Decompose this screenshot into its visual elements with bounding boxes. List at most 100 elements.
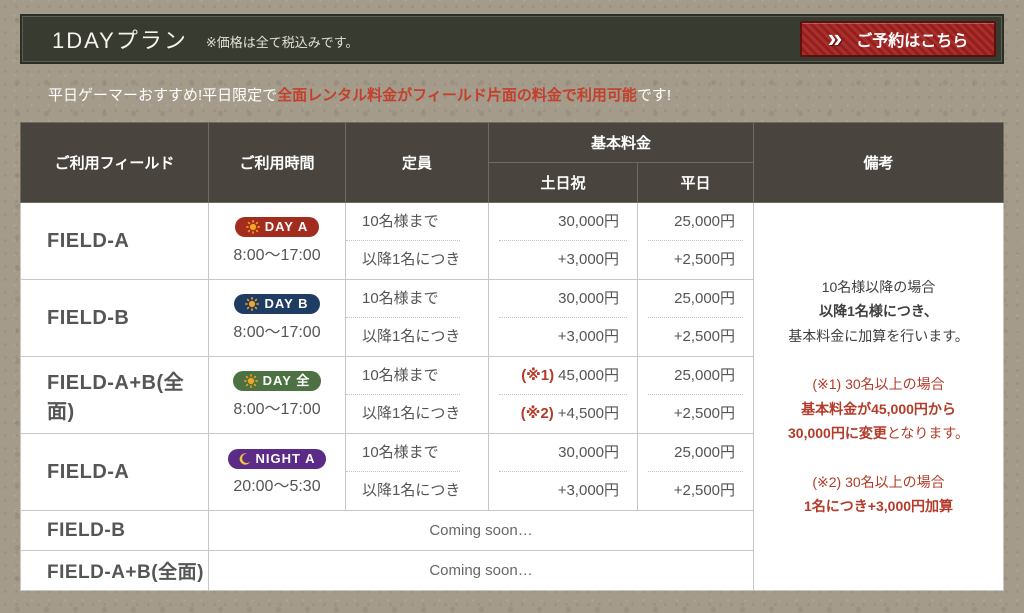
table-row-field-a-day: FIELD-A DAY A 8:00〜17:00 10名様まで 以降1名につき … — [20, 202, 1005, 591]
capacity-cell: 10名様まで 以降1名につき — [345, 279, 489, 357]
weekday-extra-price: +2,500円 — [673, 482, 736, 499]
remarks-line: 30,000円に変更となります。 — [754, 421, 1003, 446]
weekday-extra-price: +2,500円 — [673, 328, 736, 345]
time-range: 8:00〜17:00 — [233, 247, 321, 264]
remarks-line: 基本料金が45,000円から — [801, 400, 956, 417]
weekend-base-price: 30,000円 — [499, 203, 627, 241]
remarks-note-1: (※1) 30名以上の場合 基本料金が45,000円から 30,000円に変更と… — [754, 372, 1003, 446]
col-header-base-fee: 基本料金 — [487, 122, 755, 163]
weekend-price-cell: 30,000円 +3,000円 — [488, 279, 638, 357]
tax-note: ※価格は全て税込みです。 — [205, 34, 359, 50]
remarks-line: (※1) 30名以上の場合 — [812, 376, 945, 392]
badge-label: DAY A — [264, 219, 309, 234]
field-name: FIELD-A — [20, 202, 209, 280]
ref-mark-2: (※2) — [520, 405, 554, 422]
time-range: 8:00〜17:00 — [233, 401, 321, 418]
weekday-extra-price: +2,500円 — [673, 405, 736, 422]
sun-icon — [245, 220, 260, 234]
capacity-line-1: 10名様まで — [346, 203, 460, 241]
promo-highlight: 全面レンタル料金がフィールド片面の料金で利用可能 — [277, 87, 637, 104]
remarks-line: 以降1名様につき、 — [819, 303, 938, 319]
capacity-cell: 10名様まで 以降1名につき — [345, 202, 489, 280]
col-header-field: ご利用フィールド — [20, 122, 209, 203]
capacity-line-2: 以降1名につき — [362, 482, 461, 499]
table-row-field-a-night: FIELD-A NIGHT A 20:00〜5:30 10名様まで 以降1名につ… — [20, 433, 1004, 511]
time-badge: DAY B — [234, 294, 320, 314]
remarks-line: 基本料金に加算を行います。 — [788, 327, 969, 344]
plan-title: 1DAYプラン — [52, 28, 188, 53]
weekend-price-cell: 30,000円 +3,000円 — [488, 202, 638, 280]
remarks-line: 1名につき+3,000円加算 — [804, 498, 954, 514]
weekend-price-cell: (※1) 45,000円 (※2) +4,500円 — [488, 356, 638, 434]
badge-label: NIGHT A — [255, 450, 316, 466]
weekday-price-cell: 25,000円 +2,500円 — [636, 279, 755, 357]
table-header: ご利用フィールド ご利用時間 定員 基本料金 備考 土日祝 平日 — [20, 122, 1005, 203]
promo-text-start: 平日ゲーマーおすすめ!平日限定で — [48, 87, 278, 104]
weekday-base-price: 25,000円 — [648, 434, 744, 472]
time-cell: DAY A 8:00〜17:00 — [208, 202, 346, 280]
col-header-time: ご利用時間 — [208, 122, 346, 203]
table-row-field-ab-day: FIELD-A+B(全面) DAY 全 8:00〜17:00 10名様まで 以降… — [20, 356, 1004, 434]
capacity-line-1: 10名様まで — [346, 280, 460, 318]
coming-soon-cell: Coming soon… — [207, 510, 755, 551]
weekday-base-price: 25,000円 — [648, 280, 744, 318]
reserve-button-label: ご予約はこちら — [856, 33, 969, 50]
double-chevron-icon: » — [827, 22, 843, 53]
sun-icon — [245, 297, 260, 311]
weekend-base-price: 30,000円 — [499, 280, 627, 318]
remarks-line: 10名様以降の場合 — [821, 278, 936, 295]
weekend-base-price: (※1) 45,000円 — [499, 357, 627, 395]
weekday-price-cell: 25,000円 +2,500円 — [636, 202, 755, 280]
time-range: 20:00〜5:30 — [233, 477, 321, 495]
col-header-remarks: 備考 — [753, 122, 1005, 203]
remarks-cell: 10名様以降の場合 以降1名様につき、 基本料金に加算を行います。 (※1) 3… — [753, 202, 1005, 591]
time-cell: DAY B 8:00〜17:00 — [208, 279, 346, 357]
time-cell: NIGHT A 20:00〜5:30 — [208, 433, 346, 511]
table-row-field-ab-coming: FIELD-A+B(全面) Coming soon… — [20, 550, 1004, 591]
weekend-extra-price: (※2) +4,500円 — [489, 395, 637, 433]
weekday-extra-price: +2,500円 — [673, 251, 736, 268]
field-name: FIELD-A — [20, 433, 209, 511]
weekend-price-cell: 30,000円 +3,000円 — [488, 433, 638, 511]
remarks-line: (※2) 30名以上の場合 — [812, 473, 945, 490]
time-range: 8:00〜17:00 — [233, 324, 321, 341]
remarks-general: 10名様以降の場合 以降1名様につき、 基本料金に加算を行います。 — [754, 275, 1003, 349]
time-cell: DAY 全 8:00〜17:00 — [208, 356, 346, 434]
price-value: 45,000円 — [558, 367, 619, 384]
table-row-field-b-day: FIELD-B DAY B 8:00〜17:00 10名様まで 以降1名につき … — [20, 279, 1004, 357]
col-header-weekday: 平日 — [636, 162, 755, 203]
weekend-base-price: 30,000円 — [499, 434, 627, 472]
price-table: ご利用フィールド ご利用時間 定員 基本料金 備考 土日祝 平日 FIELD-A… — [20, 122, 1005, 591]
time-badge: NIGHT A — [227, 448, 327, 469]
badge-label: DAY B — [264, 296, 309, 311]
reserve-button[interactable]: » ご予約はこちら — [800, 21, 996, 57]
page: 1DAYプラン ※価格は全て税込みです。 » ご予約はこちら 平日ゲーマーおすす… — [20, 14, 1005, 591]
weekend-extra-price: +3,000円 — [557, 482, 619, 499]
remarks-fragment: となります。 — [886, 425, 970, 441]
capacity-line-2: 以降1名につき — [362, 328, 461, 345]
capacity-line-2: 以降1名につき — [362, 251, 461, 268]
time-badge: DAY 全 — [232, 371, 322, 391]
weekday-base-price: 25,000円 — [648, 203, 744, 241]
weekday-base-price: 25,000円 — [648, 357, 744, 395]
field-name: FIELD-B — [20, 279, 209, 357]
weekend-extra-price: +3,000円 — [557, 328, 619, 345]
field-name: FIELD-A+B(全面) — [20, 356, 209, 434]
capacity-cell: 10名様まで 以降1名につき — [345, 433, 489, 511]
promo-text-end: です! — [636, 87, 672, 104]
remarks-note-2: (※2) 30名以上の場合 1名につき+3,000円加算 — [754, 470, 1003, 519]
capacity-line-1: 10名様まで — [346, 434, 460, 472]
capacity-line-2: 以降1名につき — [362, 405, 461, 422]
weekday-price-cell: 25,000円 +2,500円 — [636, 356, 755, 434]
capacity-cell: 10名様まで 以降1名につき — [345, 356, 489, 434]
weekday-price-cell: 25,000円 +2,500円 — [636, 433, 755, 511]
weekend-extra-price: +3,000円 — [557, 251, 619, 268]
coming-soon-cell: Coming soon… — [207, 550, 755, 591]
col-header-capacity: 定員 — [345, 122, 489, 203]
capacity-line-1: 10名様まで — [346, 357, 460, 395]
time-badge: DAY A — [234, 217, 320, 237]
price-value: +4,500円 — [557, 405, 619, 422]
field-name: FIELD-B — [20, 510, 209, 551]
plan-header-bar: 1DAYプラン ※価格は全て税込みです。 » ご予約はこちら — [20, 14, 1004, 64]
sun-icon — [243, 374, 258, 388]
